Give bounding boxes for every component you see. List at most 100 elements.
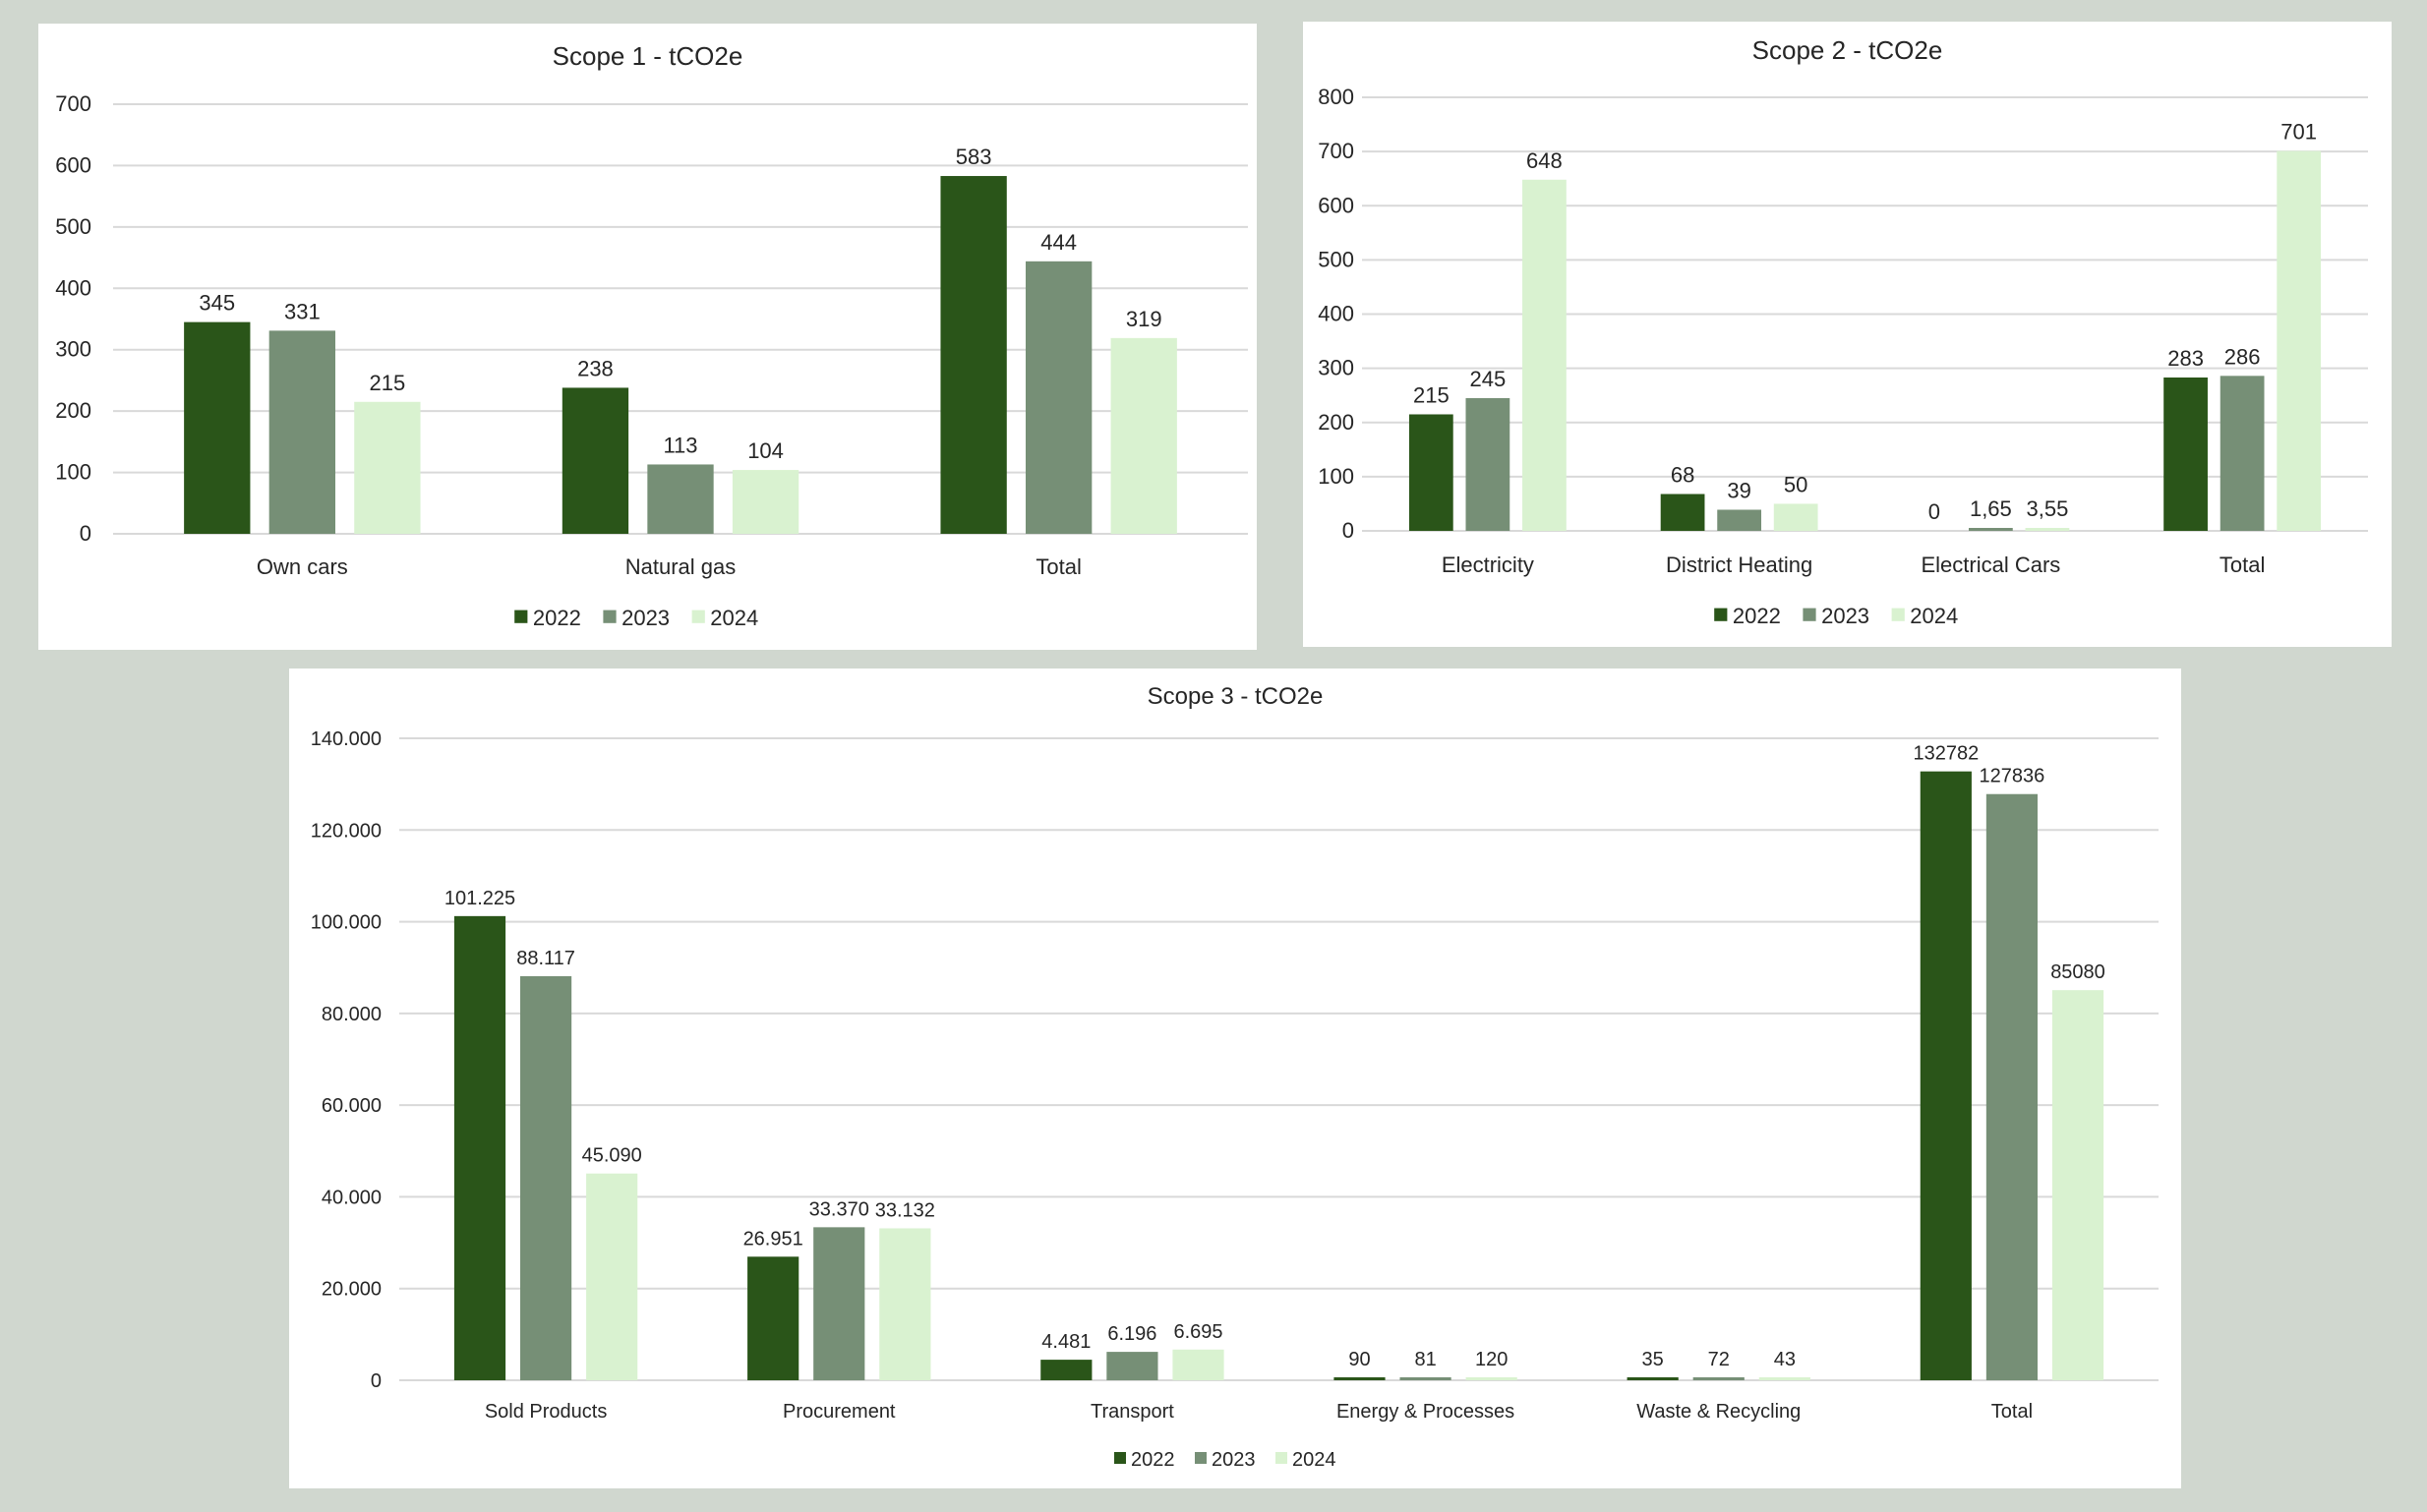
data-label: 6.695: [1173, 1321, 1222, 1343]
y-tick-label: 0: [371, 1370, 382, 1392]
data-label: 35: [1642, 1349, 1664, 1370]
bar-2023: [647, 464, 714, 534]
category-label: Total: [2220, 552, 2265, 577]
y-tick-label: 700: [1318, 139, 1354, 163]
legend-swatch: [1275, 1452, 1287, 1464]
bar-2022: [1660, 494, 1705, 531]
data-label: 215: [1413, 382, 1450, 407]
y-tick-label: 200: [55, 398, 91, 423]
data-label: 444: [1040, 230, 1077, 255]
bar-2024: [1522, 179, 1567, 532]
bar-2022: [1920, 771, 1972, 1380]
data-label: 88.117: [516, 948, 575, 969]
bar-2024: [354, 401, 421, 534]
data-label: 6.196: [1107, 1323, 1156, 1345]
scope1-chart: Scope 1 - tCO2e 0 100 200 300 400 500 600 700 Own…: [38, 24, 1257, 650]
data-label: 345: [199, 291, 235, 316]
category-label: Total: [1036, 554, 1081, 579]
legend-swatch: [603, 610, 617, 623]
chart-svg: Scope 1 - tCO2e 0 100 200 300 400 500 600 700 Own…: [55, 41, 1248, 630]
legend-label: 2024: [1292, 1449, 1336, 1471]
legend-label: 2022: [1733, 604, 1781, 628]
bar-2023: [1968, 528, 2013, 531]
bar-2023: [1985, 793, 2039, 1380]
y-tick-label: 600: [55, 152, 91, 177]
bar-2023: [1026, 261, 1093, 534]
data-label: 238: [577, 356, 614, 380]
y-tick-label: 120.000: [311, 820, 382, 842]
y-tick-label: 800: [1318, 85, 1354, 109]
data-label: 583: [956, 145, 992, 169]
bar-2022: [1040, 1360, 1093, 1380]
bar-2022: [747, 1256, 799, 1380]
data-label: 104: [747, 438, 784, 463]
legend-label: 2024: [1910, 604, 1958, 628]
category-label: Natural gas: [625, 554, 737, 579]
chart-title: Scope 1 - tCO2e: [553, 41, 743, 71]
bar-2022: [1333, 1377, 1386, 1380]
category-label: Total: [1991, 1401, 2033, 1423]
y-tick-label: 600: [1318, 193, 1354, 217]
legend-swatch: [1891, 608, 1905, 621]
bar-2023: [1399, 1377, 1451, 1380]
bar-2024: [2051, 990, 2104, 1380]
y-tick-label: 500: [55, 214, 91, 239]
data-label: 286: [2224, 344, 2261, 369]
legend-label: 2022: [1131, 1449, 1175, 1471]
bar-2024: [1172, 1349, 1224, 1380]
data-label: 33.132: [875, 1199, 935, 1221]
bar-2023: [2220, 376, 2265, 531]
bar-2022: [453, 915, 506, 1380]
y-tick-label: 400: [55, 275, 91, 300]
chart-title: Scope 2 - tCO2e: [1752, 35, 1943, 65]
data-label: 90: [1348, 1349, 1370, 1370]
bar-2024: [1110, 337, 1177, 534]
data-label: 4.481: [1041, 1331, 1091, 1353]
y-tick-label: 60.000: [322, 1095, 382, 1117]
data-label: 81: [1414, 1349, 1436, 1370]
data-label: 3,55: [2027, 496, 2069, 521]
data-label: 113: [663, 433, 697, 457]
data-label: 120: [1475, 1349, 1508, 1370]
data-label: 648: [1526, 148, 1563, 173]
scope3-chart: Scope 3 - tCO2e 0 20.000 40.000 60.000 80.000…: [289, 669, 2181, 1488]
bar-2022: [1408, 414, 1453, 531]
data-label: 701: [2280, 120, 2317, 145]
category-label: District Heating: [1666, 552, 1812, 577]
bar-2022: [940, 176, 1007, 534]
bar-2024: [1758, 1377, 1810, 1380]
data-label: 33.370: [809, 1198, 869, 1220]
bar-2023: [1106, 1352, 1158, 1380]
legend-swatch: [514, 610, 528, 623]
legend-swatch: [691, 610, 705, 623]
legend-label: 2023: [1821, 604, 1869, 628]
y-tick-label: 500: [1318, 247, 1354, 271]
y-tick-label: 140.000: [311, 728, 382, 750]
bar-2023: [813, 1227, 865, 1380]
data-label: 319: [1126, 307, 1162, 331]
legend-swatch: [1803, 608, 1816, 621]
bar-2023: [1692, 1377, 1745, 1380]
y-tick-label: 40.000: [322, 1187, 382, 1208]
data-label: 72: [1708, 1349, 1730, 1370]
category-label: Electricity: [1442, 552, 1534, 577]
category-label: Transport: [1091, 1401, 1174, 1423]
y-tick-label: 0: [1342, 518, 1354, 543]
y-tick-label: 20.000: [322, 1279, 382, 1301]
data-label: 39: [1727, 479, 1750, 503]
data-label: 331: [284, 299, 321, 323]
category-label: Procurement: [783, 1401, 896, 1423]
y-tick-label: 100: [1318, 464, 1354, 489]
bar-2024: [879, 1228, 931, 1380]
category-label: Electrical Cars: [1921, 552, 2060, 577]
bar-2023: [268, 330, 335, 534]
chart-title: Scope 3 - tCO2e: [1148, 683, 1324, 710]
data-label: 43: [1774, 1349, 1796, 1370]
data-label: 127836: [1980, 766, 2045, 787]
legend-swatch: [1714, 608, 1728, 621]
legend-swatch: [1195, 1452, 1207, 1464]
data-label: 1,65: [1970, 496, 2012, 521]
legend-label: 2022: [533, 606, 581, 630]
chart-svg: Scope 3 - tCO2e 0 20.000 40.000 60.000 80.000…: [311, 683, 2159, 1471]
y-tick-label: 0: [80, 521, 91, 546]
